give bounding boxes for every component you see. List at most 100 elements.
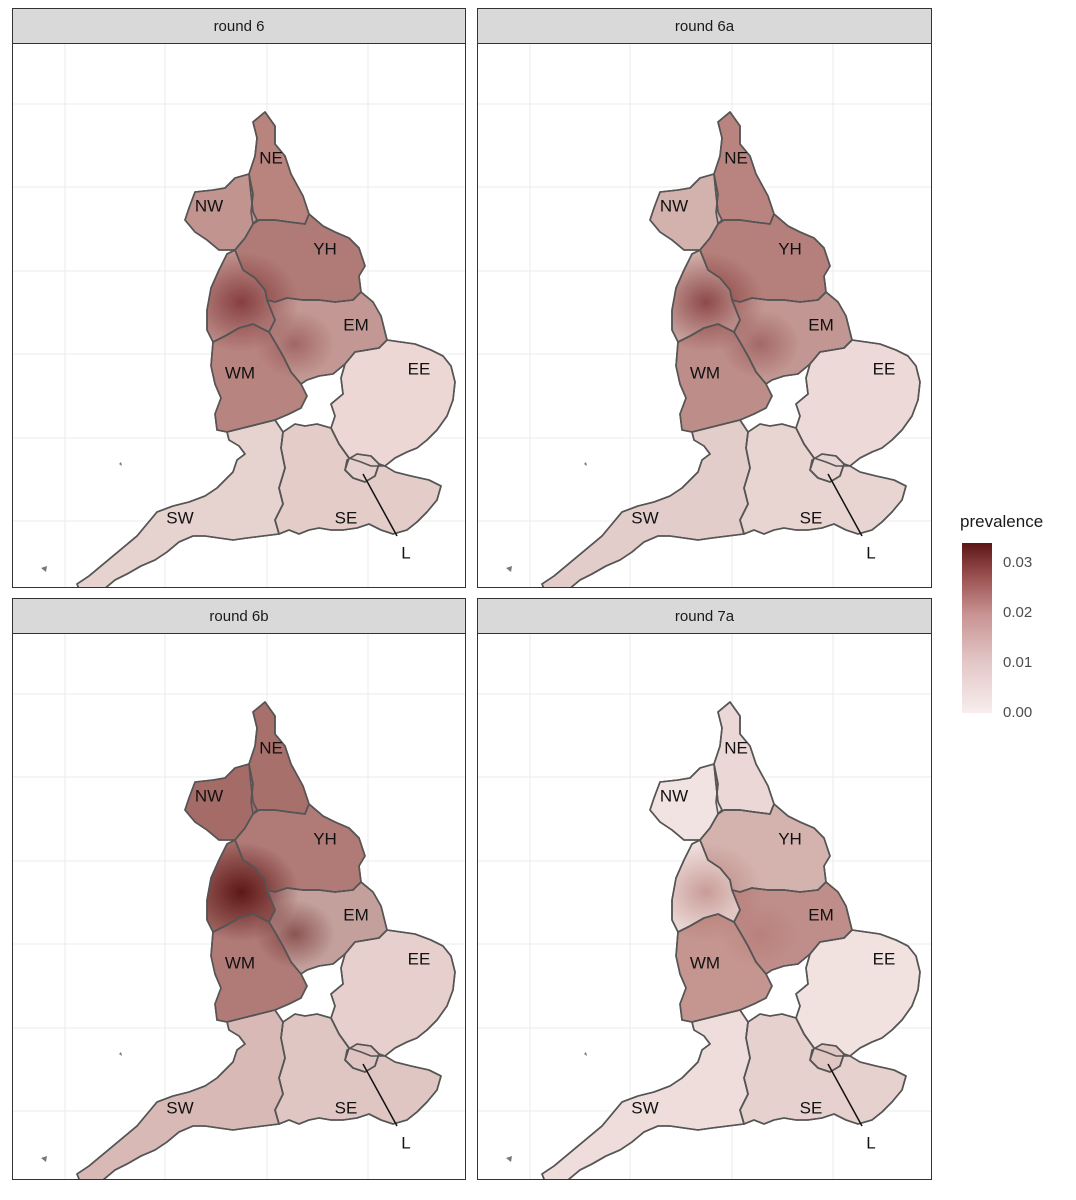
region-label: EE [873, 949, 896, 968]
region-label: SE [800, 1098, 823, 1117]
legend-tick-label: 0.01 [1003, 654, 1033, 671]
region-label: YH [313, 239, 337, 258]
panel-title: round 6 [13, 9, 465, 44]
region-border [649, 763, 723, 841]
region-label: L [866, 543, 875, 562]
map-panel: round 7a NE NW YH EM WM EE SE L SW [477, 598, 932, 1180]
legend-colorbar [962, 543, 992, 713]
region-label: YH [778, 829, 802, 848]
region-label: SW [166, 508, 193, 527]
region-label: EE [873, 359, 896, 378]
region-border [739, 423, 907, 535]
england-map: NE NW YH EM WM EE SE L SW [478, 634, 931, 1179]
region-label: SW [631, 508, 658, 527]
region-label: NE [259, 738, 283, 757]
region-border [671, 249, 741, 343]
legend-tick-mark [992, 713, 997, 714]
panel-title: round 7a [478, 599, 931, 634]
lundy-island [584, 1052, 587, 1056]
region-label: NW [660, 196, 688, 215]
legend-tick-label: 0.02 [1003, 604, 1033, 621]
england-map: NE NW YH EM WM EE SE L SW [13, 44, 465, 587]
region-border [274, 1013, 442, 1125]
london-leader-line [362, 473, 398, 537]
london-leader-line [362, 1063, 398, 1127]
map-area: NE NW YH EM WM EE SE L SW [13, 634, 465, 1179]
lundy-island [119, 1052, 122, 1056]
prevalence-hotspot [720, 900, 800, 968]
region-label: WM [690, 363, 720, 382]
region-label: NW [660, 786, 688, 805]
region-border [76, 1009, 286, 1179]
region-label: L [401, 1133, 410, 1152]
legend: prevalence 0.03 0.02 0.01 0.00 [955, 510, 1070, 721]
scilly-isles [41, 1156, 47, 1162]
region-ne [713, 701, 775, 815]
region-border [274, 423, 442, 535]
region-ne [713, 111, 775, 225]
region-label: EM [808, 315, 834, 334]
region-label: EM [808, 905, 834, 924]
region-border [541, 1009, 751, 1179]
region-label: WM [225, 363, 255, 382]
legend-tick-label: 0.00 [1003, 704, 1033, 721]
region-label: EM [343, 315, 369, 334]
scilly-isles [41, 566, 47, 572]
region-label: SE [800, 508, 823, 527]
england-map: NE NW YH EM WM EE SE L SW [13, 634, 465, 1179]
panel-title: round 6b [13, 599, 465, 634]
legend-title: prevalence [960, 512, 1044, 531]
lundy-island [119, 462, 122, 466]
region-border [206, 839, 276, 933]
region-border [795, 929, 921, 1057]
region-border [184, 173, 258, 251]
map-panel: round 6a NE NW YH EM WM EE SE L SW [477, 8, 932, 588]
region-label: L [401, 543, 410, 562]
london-leader-line [827, 1063, 863, 1127]
region-border [795, 339, 921, 467]
region-border [541, 419, 751, 587]
region-border [649, 173, 723, 251]
map-area: NE NW YH EM WM EE SE L SW [478, 634, 931, 1179]
england-map: NE NW YH EM WM EE SE L SW [478, 44, 931, 587]
region-label: SE [335, 1098, 358, 1117]
region-label: NE [724, 738, 748, 757]
prevalence-hotspot [255, 310, 335, 378]
region-label: YH [313, 829, 337, 848]
region-border [76, 419, 286, 587]
region-border [184, 763, 258, 841]
region-label: EE [408, 359, 431, 378]
region-border [739, 1013, 907, 1125]
region-label: NE [259, 148, 283, 167]
map-area: NE NW YH EM WM EE SE L SW [478, 44, 931, 587]
region-label: WM [690, 953, 720, 972]
legend-tick-label: 0.03 [1003, 554, 1033, 571]
scilly-isles [506, 1156, 512, 1162]
region-label: WM [225, 953, 255, 972]
lundy-island [584, 462, 587, 466]
prevalence-hotspot [255, 900, 335, 968]
region-label: EE [408, 949, 431, 968]
region-ne [248, 701, 310, 815]
scilly-isles [506, 566, 512, 572]
region-label: NW [195, 786, 223, 805]
map-panel: round 6b NE NW YH EM WM EE SE L SW [12, 598, 466, 1180]
legend-tick-mark [992, 563, 997, 564]
region-label: EM [343, 905, 369, 924]
legend-tick-mark [992, 663, 997, 664]
region-label: SW [631, 1098, 658, 1117]
map-panel: round 6 NE NW YH EM WM EE SE L SW [12, 8, 466, 588]
region-label: L [866, 1133, 875, 1152]
legend-tick-mark [992, 613, 997, 614]
region-label: SW [166, 1098, 193, 1117]
region-label: NE [724, 148, 748, 167]
region-label: SE [335, 508, 358, 527]
london-leader-line [827, 473, 863, 537]
region-border [330, 929, 456, 1057]
region-label: NW [195, 196, 223, 215]
region-border [206, 249, 276, 343]
region-border [330, 339, 456, 467]
region-label: YH [778, 239, 802, 258]
panel-title: round 6a [478, 9, 931, 44]
prevalence-hotspot [720, 310, 800, 378]
